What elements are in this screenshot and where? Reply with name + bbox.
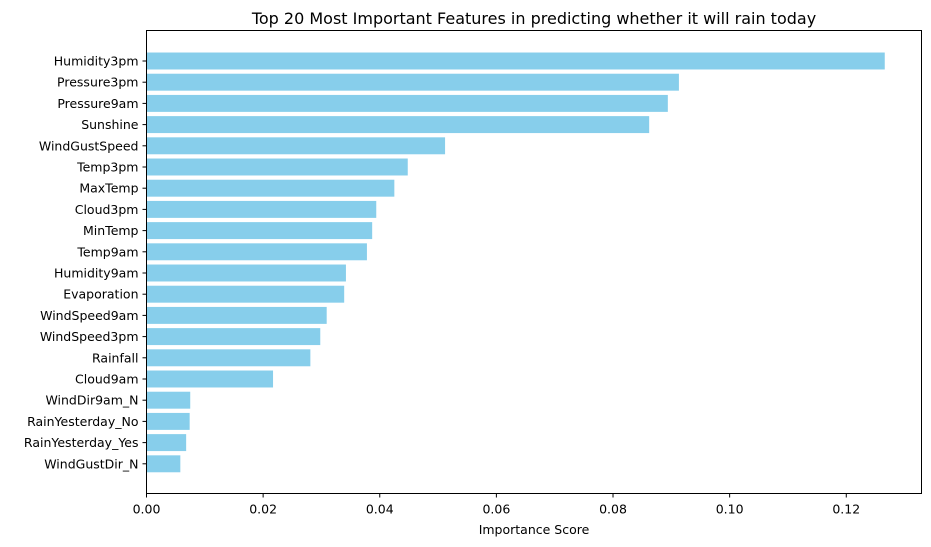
y-tick-label: Evaporation <box>63 287 138 302</box>
y-tick-label: WindGustDir_N <box>44 456 138 471</box>
x-tick-label: 0.04 <box>366 502 394 517</box>
bar-temp9am <box>146 243 367 261</box>
bar-windgustspeed <box>146 137 446 155</box>
bar-pressure9am <box>146 94 668 112</box>
y-tick-label: WindSpeed3pm <box>40 329 139 344</box>
bar-cloud3pm <box>146 200 377 218</box>
bar-evaporation <box>146 285 345 303</box>
y-tick-label: Humidity9am <box>54 266 138 281</box>
bar-rainyesterday-yes <box>146 434 187 452</box>
y-tick-label: Rainfall <box>92 350 138 365</box>
bar-sunshine <box>146 116 650 134</box>
y-tick-label: MinTemp <box>83 223 139 238</box>
y-tick-label: MaxTemp <box>79 181 138 196</box>
bar-winddir9am-n <box>146 391 191 409</box>
plot-frame <box>146 30 922 494</box>
y-tick-label: Humidity3pm <box>54 54 139 69</box>
bar-rainfall <box>146 349 311 367</box>
x-axis-label: Importance Score <box>479 522 590 537</box>
bar-humidity3pm <box>146 52 885 70</box>
y-tick-label: RainYesterday_No <box>27 414 138 429</box>
x-tick-label: 0.02 <box>249 502 277 517</box>
bar-pressure3pm <box>146 73 679 91</box>
x-tick-label: 0.06 <box>482 502 510 517</box>
bar-windspeed9am <box>146 306 327 324</box>
y-tick-label: Cloud9am <box>75 372 139 387</box>
y-tick-label: Temp9am <box>76 244 138 259</box>
chart-title: Top 20 Most Important Features in predic… <box>251 9 816 28</box>
x-axis-ticks: 0.00 0.02 0.04 0.06 0.08 0.10 0.12 <box>133 493 860 517</box>
x-tick-label: 0.08 <box>599 502 627 517</box>
bar-temp3pm <box>146 158 408 176</box>
y-tick-label: Temp3pm <box>76 160 138 175</box>
y-tick-label: Cloud3pm <box>75 202 139 217</box>
bar-windgustdir-n <box>146 455 181 473</box>
bar-maxtemp <box>146 179 395 197</box>
x-tick-label: 0.12 <box>832 502 860 517</box>
bars-group <box>146 52 885 473</box>
y-tick-label: RainYesterday_Yes <box>24 435 139 450</box>
bar-humidity9am <box>146 264 346 282</box>
y-tick-label: WindGustSpeed <box>39 138 139 153</box>
x-tick-label: 0.10 <box>716 502 744 517</box>
y-axis-ticks: Humidity3pm Pressure3pm Pressure9am Sunshin… <box>24 54 147 471</box>
y-tick-label: Pressure9am <box>57 96 138 111</box>
y-tick-label: Pressure3pm <box>57 75 138 90</box>
y-tick-label: WindDir9am_N <box>45 393 138 408</box>
x-tick-label: 0.00 <box>133 502 161 517</box>
bar-rainyesterday-no <box>146 412 190 430</box>
y-tick-label: Sunshine <box>81 117 139 132</box>
bar-cloud9am <box>146 370 274 388</box>
bar-mintemp <box>146 222 373 240</box>
bar-windspeed3pm <box>146 328 321 346</box>
y-tick-label: WindSpeed9am <box>40 308 138 323</box>
